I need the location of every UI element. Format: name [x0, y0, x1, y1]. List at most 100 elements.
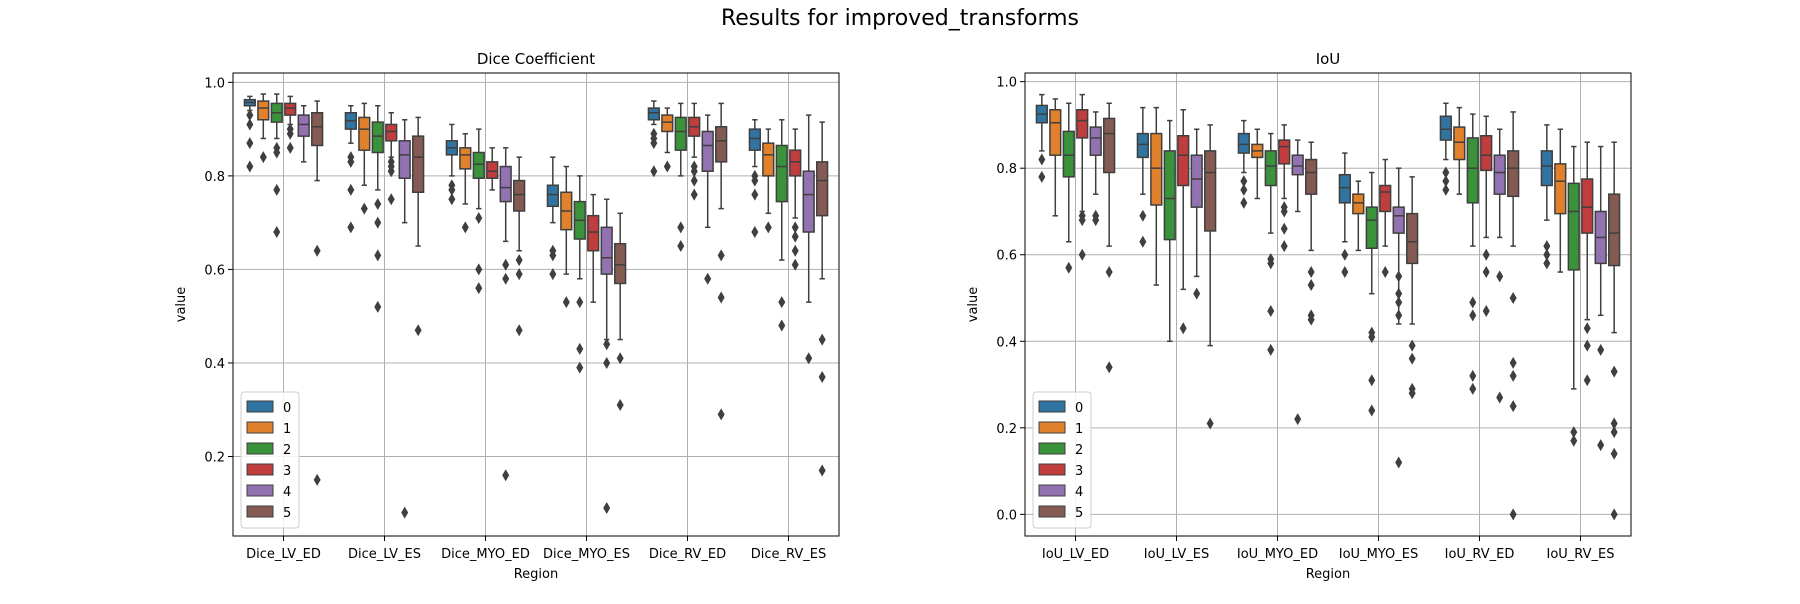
outlier-point	[778, 319, 786, 332]
box-series-2	[371, 104, 384, 313]
outlier-point	[1206, 417, 1214, 430]
outlier-point	[1583, 339, 1591, 352]
box-iqr	[1466, 137, 1479, 204]
outlier-point	[1442, 183, 1450, 196]
legend-label: 1	[283, 422, 291, 437]
box-series-5	[1406, 176, 1419, 400]
outlier-point	[791, 258, 799, 271]
box-iqr	[1480, 134, 1493, 172]
legend-swatch	[1038, 400, 1066, 413]
legend-swatch	[1038, 484, 1066, 497]
box-series-0	[243, 95, 256, 173]
outlier-point	[374, 249, 382, 262]
outlier-point	[1442, 166, 1450, 179]
outlier-point	[1395, 270, 1403, 283]
outlier-point	[690, 188, 698, 201]
box-series-3	[587, 193, 600, 303]
box-series-2	[674, 102, 687, 253]
box-iqr	[398, 140, 411, 179]
outlier-point	[549, 249, 557, 262]
outlier-point	[1509, 369, 1517, 382]
outlier-point	[677, 240, 685, 253]
box-iqr	[1136, 132, 1149, 159]
outlier-point	[650, 165, 658, 178]
outlier-point	[1280, 222, 1288, 235]
outlier-point	[1610, 365, 1618, 378]
box-series-1	[1049, 98, 1062, 217]
outlier-point	[1280, 240, 1288, 253]
outlier-point	[1341, 248, 1349, 261]
box-iqr	[789, 149, 802, 177]
box-iqr	[1338, 173, 1351, 204]
outlier-point	[273, 146, 281, 159]
box-iqr	[371, 121, 384, 154]
outlier-point	[1509, 356, 1517, 369]
outlier-point	[1341, 266, 1349, 279]
outlier-point	[347, 155, 355, 168]
subplot-iou: 0.0 0.2 0.4 0.6 0.8 1.0 IoU_LV_ED IoU_LV_ES IoU_…	[966, 50, 1632, 582]
outlier-point	[663, 160, 671, 173]
box-series-0	[1136, 106, 1149, 248]
chart-title: Dice Coefficient	[477, 50, 595, 68]
outlier-point	[549, 268, 557, 281]
x-tick-label: IoU_RV_ES	[1547, 547, 1615, 562]
box-series-3	[1177, 109, 1190, 335]
outlier-point	[1496, 391, 1504, 404]
outlier-point	[717, 408, 725, 421]
outlier-point	[1408, 352, 1416, 365]
box-series-1	[1554, 128, 1567, 273]
outlier-point	[805, 352, 813, 365]
box-series-5	[311, 100, 324, 486]
box-iqr	[459, 147, 472, 170]
box-iqr	[1190, 154, 1203, 208]
box-iqr	[1237, 132, 1250, 154]
outlier-point	[502, 272, 510, 285]
outlier-point	[1469, 309, 1477, 322]
box-series-3	[1581, 141, 1594, 387]
box-iqr	[472, 151, 485, 179]
outlier-point	[374, 300, 382, 313]
x-tick-label: Dice_MYO_ED	[441, 547, 530, 562]
box-series-5	[1103, 102, 1116, 374]
x-tick-label: IoU_MYO_ED	[1237, 547, 1318, 562]
box-iqr	[1305, 158, 1318, 195]
box-series-3	[1379, 158, 1392, 279]
outlier-point	[414, 324, 422, 337]
box-series-4	[1392, 167, 1405, 469]
outlier-point	[717, 249, 725, 262]
outlier-point	[475, 211, 483, 224]
box-series-2	[270, 93, 283, 239]
outlier-point	[1543, 248, 1551, 261]
box-series-1	[257, 93, 270, 164]
outlier-point	[751, 174, 759, 187]
outlier-point	[515, 268, 523, 281]
box-series-4	[297, 104, 310, 163]
box-iqr	[257, 100, 270, 121]
outlier-point	[387, 193, 395, 206]
y-tick-label: 0.4	[204, 357, 225, 372]
outlier-point	[475, 282, 483, 295]
outlier-point	[778, 296, 786, 309]
outlier-point	[1038, 153, 1046, 166]
box-iqr	[1049, 109, 1062, 156]
outlier-point	[1482, 304, 1490, 317]
box-iqr	[647, 107, 660, 121]
outlier-point	[1543, 240, 1551, 253]
outlier-point	[1078, 214, 1086, 227]
box-series-3	[284, 95, 297, 154]
outlier-point	[562, 296, 570, 309]
box-series-2	[1062, 102, 1075, 274]
outlier-point	[603, 356, 611, 369]
box-iqr	[1062, 130, 1075, 178]
outlier-point	[347, 183, 355, 196]
box-series-4	[1089, 111, 1102, 227]
x-tick-label: Dice_RV_ES	[751, 547, 826, 562]
outlier-point	[650, 137, 658, 150]
legend-label: 2	[283, 443, 291, 458]
legend-swatch	[1038, 505, 1066, 518]
box-iqr	[715, 126, 728, 163]
box-iqr	[1406, 212, 1419, 265]
box-series-0	[344, 104, 357, 234]
y-tick-label: 0.0	[996, 508, 1017, 523]
